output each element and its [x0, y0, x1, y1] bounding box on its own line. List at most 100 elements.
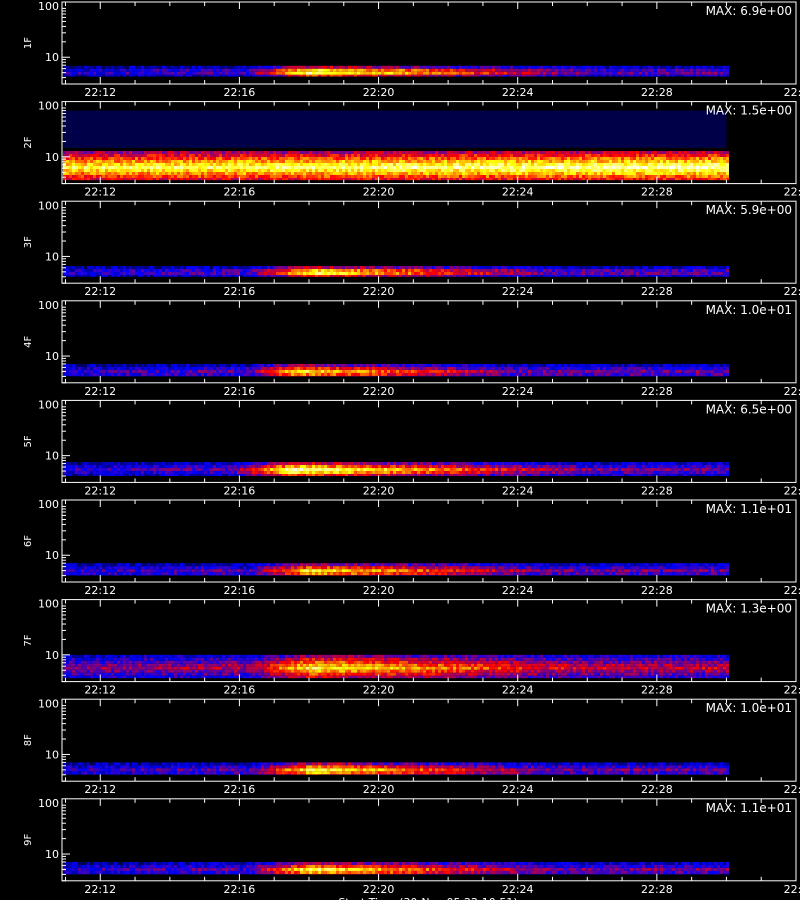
x-tick-label: 22:20 [363, 86, 395, 99]
panel-2f: 100 10 22:12 22:16 22:20 22:24 22:28 22:3 2F MAX:… [23, 100, 800, 199]
x-tick-label: 22:12 [84, 86, 116, 99]
x-tick-label: 22:24 [502, 186, 534, 199]
x-tick-label: 22:28 [641, 385, 673, 398]
panel-label: 7F [23, 634, 34, 646]
x-axis-label: Start Time (30-Nov-05 22:10:51) [338, 896, 517, 900]
spectrogram-heatmap [63, 110, 729, 181]
x-tick-label: 22:24 [502, 285, 534, 298]
x-tick-label: 22:24 [502, 86, 534, 99]
x-tick-label: 22:3 [784, 86, 800, 99]
x-tick-label: 22:16 [224, 186, 256, 199]
x-tick-label: 22:3 [784, 684, 800, 697]
spectrogram-heatmap [63, 762, 729, 775]
plot-frame [61, 200, 797, 284]
spectrogram-heatmap [63, 462, 729, 477]
x-tick-label: 22:28 [641, 684, 673, 697]
panel-label: 3F [23, 236, 34, 248]
x-tick-label: 22:24 [502, 883, 534, 896]
y-tick-label: 10 [45, 350, 59, 363]
x-tick-label: 22:20 [363, 883, 395, 896]
spectrogram-heatmap [63, 266, 729, 277]
x-tick-label: 22:12 [84, 385, 116, 398]
x-tick-label: 22:16 [224, 484, 256, 497]
x-tick-label: 22:24 [502, 684, 534, 697]
y-tick-label: 10 [45, 250, 59, 263]
max-label: MAX: 1.0e+01 [706, 701, 792, 715]
max-label: MAX: 1.1e+01 [706, 801, 792, 815]
y-tick-label: 10 [45, 549, 59, 562]
panel-label: 1F [23, 37, 34, 49]
x-tick-label: 22:12 [84, 584, 116, 597]
x-tick-label: 22:12 [84, 883, 116, 896]
spectrogram-heatmap [63, 563, 729, 576]
x-tick-label: 22:20 [363, 684, 395, 697]
spectrogram-heatmap [63, 65, 729, 77]
x-tick-label: 22:3 [784, 883, 800, 896]
y-tick-label: 100 [38, 498, 59, 511]
x-tick-label: 22:16 [224, 385, 256, 398]
spectrogram-heatmap [63, 861, 729, 875]
panel-1f: 100 10 22:12 22:16 22:20 22:24 22:28 22:3 1F MAX:… [23, 0, 800, 99]
panel-5f: 100 10 22:12 22:16 22:20 22:24 22:28 22:3 5F MAX:… [23, 398, 800, 497]
x-tick-label: 22:20 [363, 385, 395, 398]
y-tick-label: 100 [38, 0, 59, 13]
x-tick-label: 22:16 [224, 86, 256, 99]
x-tick-label: 22:3 [784, 186, 800, 199]
panel-label: 6F [23, 535, 34, 547]
max-label: MAX: 1.3e+00 [706, 602, 792, 616]
plot-frame [61, 101, 797, 185]
x-tick-label: 22:3 [784, 484, 800, 497]
y-tick-label: 10 [45, 748, 59, 761]
x-tick-label: 22:20 [363, 584, 395, 597]
panel-3f: 100 10 22:12 22:16 22:20 22:24 22:28 22:3 3F MAX:… [23, 199, 800, 298]
y-tick-label: 10 [45, 649, 59, 662]
y-tick-label: 100 [38, 100, 59, 113]
y-tick-label: 10 [45, 450, 59, 463]
x-tick-label: 22:20 [363, 285, 395, 298]
y-tick-label: 10 [45, 51, 59, 64]
spectrogram-heatmap [63, 654, 729, 679]
x-tick-label: 22:16 [224, 285, 256, 298]
x-tick-label: 22:12 [84, 484, 116, 497]
x-tick-label: 22:28 [641, 285, 673, 298]
x-tick-label: 22:28 [641, 484, 673, 497]
max-label: MAX: 1.0e+01 [706, 303, 792, 317]
spectrogram-heatmap [63, 363, 729, 377]
x-tick-label: 22:28 [641, 86, 673, 99]
x-tick-label: 22:16 [224, 684, 256, 697]
y-tick-label: 100 [38, 199, 59, 212]
x-tick-label: 22:24 [502, 584, 534, 597]
panel-6f: 100 10 22:12 22:16 22:20 22:24 22:28 22:3 6F MAX:… [23, 498, 800, 597]
x-tick-label: 22:3 [784, 385, 800, 398]
max-label: MAX: 6.9e+00 [706, 4, 792, 18]
x-tick-label: 22:28 [641, 584, 673, 597]
y-tick-label: 100 [38, 398, 59, 411]
plot-frame [61, 300, 797, 384]
x-tick-label: 22:12 [84, 783, 116, 796]
y-tick-label: 100 [38, 697, 59, 710]
plot-frame [61, 499, 797, 583]
y-tick-label: 10 [45, 151, 59, 164]
x-tick-label: 22:24 [502, 484, 534, 497]
max-label: MAX: 1.5e+00 [706, 104, 792, 118]
plot-frame [61, 798, 797, 882]
panel-label: 9F [23, 834, 34, 846]
panel-4f: 100 10 22:12 22:16 22:20 22:24 22:28 22:3 4F MAX:… [23, 299, 800, 398]
panel-label: 4F [23, 336, 34, 348]
max-label: MAX: 5.9e+00 [706, 203, 792, 217]
x-tick-label: 22:24 [502, 385, 534, 398]
x-tick-label: 22:12 [84, 285, 116, 298]
max-label: MAX: 6.5e+00 [706, 402, 792, 416]
x-tick-label: 22:3 [784, 584, 800, 597]
x-tick-label: 22:28 [641, 186, 673, 199]
panel-label: 5F [23, 435, 34, 447]
x-tick-label: 22:16 [224, 584, 256, 597]
x-tick-label: 22:24 [502, 783, 534, 796]
y-tick-label: 100 [38, 299, 59, 312]
x-tick-label: 22:28 [641, 883, 673, 896]
x-tick-label: 22:16 [224, 883, 256, 896]
plot-frame [61, 399, 797, 483]
panel-label: 8F [23, 734, 34, 746]
y-tick-label: 10 [45, 848, 59, 861]
plot-frame [61, 1, 797, 85]
